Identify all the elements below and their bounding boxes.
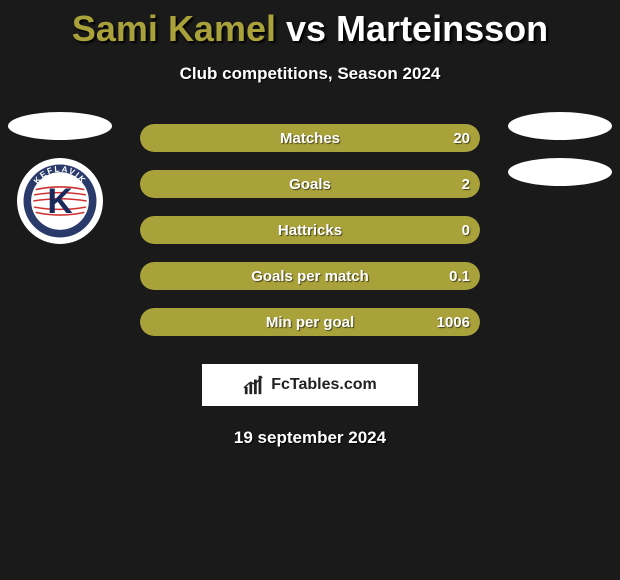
stat-label: Goals per match xyxy=(140,262,480,290)
page-title: Sami Kamel vs Marteinsson xyxy=(0,0,620,50)
stat-bars: Matches20Goals2Hattricks0Goals per match… xyxy=(140,124,480,336)
player-oval-icon xyxy=(8,112,112,140)
stat-bar: Hattricks0 xyxy=(140,216,480,244)
stats-area: K KEFLAVIK Matches20Goals2Hattricks0Goal… xyxy=(0,124,620,336)
bar-chart-icon xyxy=(243,374,265,396)
subtitle: Club competitions, Season 2024 xyxy=(0,64,620,84)
player-oval-icon xyxy=(508,158,612,186)
stat-label: Hattricks xyxy=(140,216,480,244)
title-left-name: Sami Kamel xyxy=(72,8,276,49)
keflavik-logo-icon: K KEFLAVIK xyxy=(22,163,98,239)
stat-bar: Goals2 xyxy=(140,170,480,198)
stat-label: Matches xyxy=(140,124,480,152)
title-vs: vs xyxy=(276,8,336,49)
svg-text:K: K xyxy=(47,182,72,221)
left-player-badges: K KEFLAVIK xyxy=(0,112,120,244)
stat-bar: Goals per match0.1 xyxy=(140,262,480,290)
stat-label: Goals xyxy=(140,170,480,198)
stat-value-right: 20 xyxy=(443,124,480,152)
stat-value-right: 2 xyxy=(452,170,480,198)
stat-bar: Min per goal1006 xyxy=(140,308,480,336)
stat-bar: Matches20 xyxy=(140,124,480,152)
stat-value-right: 0.1 xyxy=(439,262,480,290)
infographic-root: Sami Kamel vs Marteinsson Club competiti… xyxy=(0,0,620,580)
title-right-name: Marteinsson xyxy=(336,8,548,49)
player-oval-icon xyxy=(508,112,612,140)
date-line: 19 september 2024 xyxy=(0,428,620,448)
right-player-badges xyxy=(500,112,620,186)
club-logo-keflavik: K KEFLAVIK xyxy=(17,158,103,244)
brand-box[interactable]: FcTables.com xyxy=(202,364,418,406)
stat-value-right: 1006 xyxy=(427,308,480,336)
brand-text: FcTables.com xyxy=(271,376,377,394)
stat-value-right: 0 xyxy=(452,216,480,244)
